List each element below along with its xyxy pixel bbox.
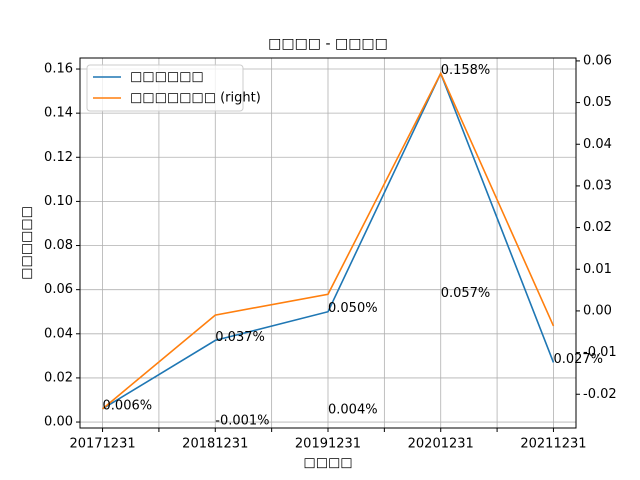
x-tick-label: 20191231 bbox=[295, 437, 361, 452]
y2-tick-label: 0.02 bbox=[583, 220, 612, 235]
y-tick-label: 0.06 bbox=[44, 282, 73, 297]
data-label: 0.057% bbox=[441, 286, 491, 301]
y2-tick-label: 0.05 bbox=[583, 95, 612, 110]
data-label: 0.050% bbox=[328, 301, 378, 316]
legend-label: □□□□□□□ (right) bbox=[130, 91, 261, 106]
x-tick-label: 20171231 bbox=[69, 437, 135, 452]
y-tick-label: 0.04 bbox=[44, 326, 73, 341]
data-label: 0.006% bbox=[103, 398, 153, 413]
chart-title: □□□□ - □□□□ bbox=[268, 36, 388, 52]
y-axis-label: □□□□□□ bbox=[20, 206, 35, 280]
plot-frame bbox=[79, 57, 577, 429]
y-tick-label: 0.02 bbox=[44, 370, 73, 385]
legend-box bbox=[86, 64, 244, 112]
x-axis-label: □□□□ bbox=[303, 456, 352, 471]
y-tick-label: 0.10 bbox=[44, 194, 73, 209]
y-tick-label: 0.14 bbox=[44, 106, 73, 121]
x-tick-label: 20181231 bbox=[182, 437, 248, 452]
y-tick-label: 0.16 bbox=[44, 62, 73, 77]
legend-label: □□□□□□ bbox=[130, 70, 204, 85]
y2-tick-label: 0.03 bbox=[583, 178, 612, 193]
y2-tick-label: -0.02 bbox=[583, 387, 617, 402]
data-label: -0.001% bbox=[215, 414, 269, 429]
y-tick-label: 0.08 bbox=[44, 238, 73, 253]
series-line bbox=[102, 71, 555, 410]
data-label: 0.158% bbox=[441, 63, 491, 78]
y2-tick-label: 0.04 bbox=[583, 137, 612, 152]
y2-tick-label: 0.01 bbox=[583, 262, 612, 277]
x-tick-label: 20201231 bbox=[408, 437, 474, 452]
y2-tick-label: 0.06 bbox=[583, 53, 612, 68]
data-label: 0.004% bbox=[328, 403, 378, 418]
y-tick-label: 0.00 bbox=[44, 415, 73, 430]
data-label: 0.027% bbox=[553, 352, 603, 367]
y-tick-label: 0.12 bbox=[44, 150, 73, 165]
y2-tick-label: -0.01 bbox=[583, 345, 617, 360]
x-tick-label: 20211231 bbox=[520, 437, 586, 452]
data-label: 0.037% bbox=[215, 330, 265, 345]
y2-tick-label: 0.00 bbox=[583, 303, 612, 318]
series-line bbox=[102, 71, 555, 410]
